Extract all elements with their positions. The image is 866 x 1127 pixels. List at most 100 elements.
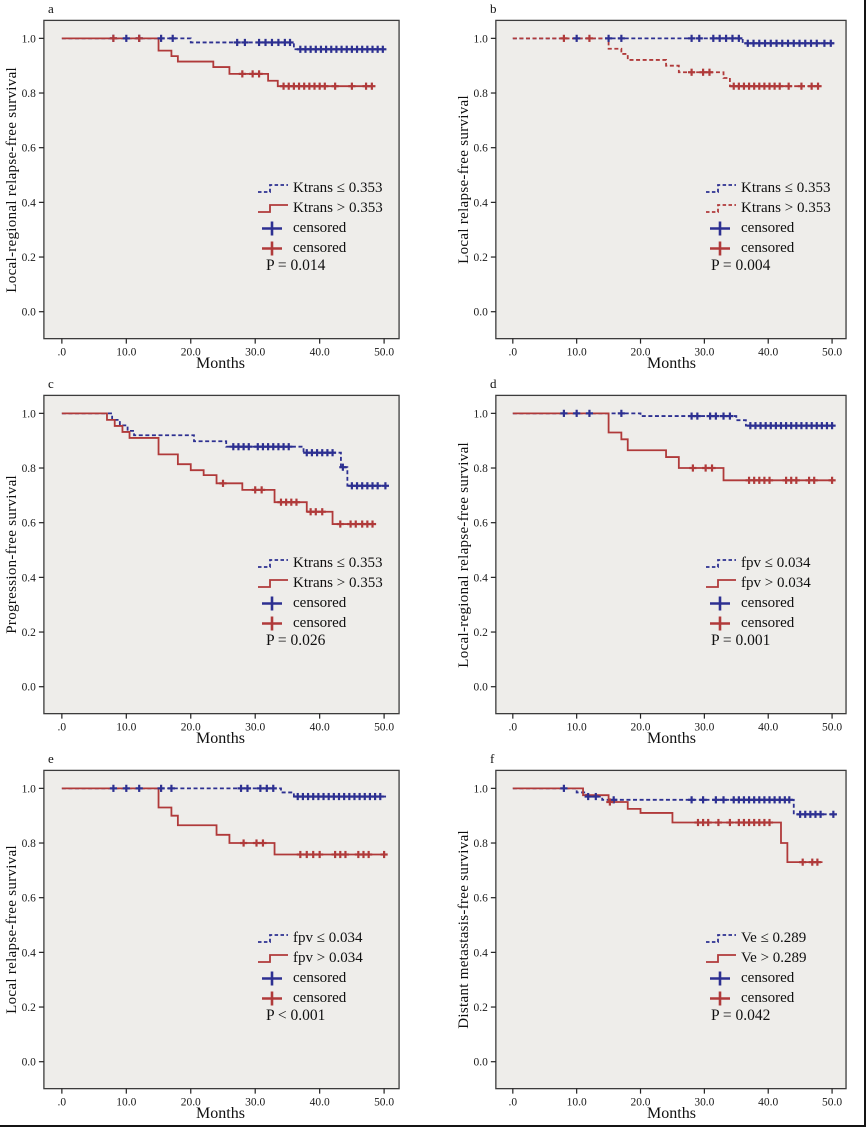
- legend-item-censored-red: censored: [704, 239, 831, 258]
- legend-item-group1: fpv ≤ 0.034: [704, 554, 811, 573]
- survival-curve-red-solid: [61, 787, 387, 856]
- legend-label: Ve > 0.289: [741, 950, 807, 966]
- plot-frame: [495, 19, 847, 340]
- legend-label: Ktrans ≤ 0.353: [293, 180, 383, 196]
- panel-c: 0.0 0.2 0.4 0.6 0.8 1.0 .0 10.0 20.0 30.0 40.0 50.0…: [0, 375, 432, 750]
- survival-curve-red-dashed: [512, 37, 821, 88]
- x-tick-label: 20.0: [630, 1097, 650, 1109]
- y-axis-title: Distant metastasis-free survival: [456, 830, 472, 1029]
- censored-plus-icon: [262, 221, 282, 236]
- legend-label: censored: [741, 240, 795, 256]
- x-tick-label: 20.0: [630, 347, 650, 359]
- legend-item-censored-blue: censored: [256, 594, 383, 613]
- plot-frame: [43, 769, 400, 1090]
- y-tick-label: 0.4: [22, 572, 37, 584]
- legend-item-censored-blue: censored: [256, 219, 383, 238]
- y-axis-title-wrap: Local relapse-free survival: [4, 770, 21, 1089]
- y-axis-title-wrap: Local-regional relapse-free survival: [4, 20, 21, 339]
- p-value-label: P = 0.004: [711, 257, 771, 274]
- censored-plus-icon: [262, 616, 282, 631]
- y-tick-label: 0.0: [474, 682, 489, 694]
- panel-b: 0.0 0.2 0.4 0.6 0.8 1.0 .0 10.0 20.0 30.0 40.0 50.0…: [432, 0, 864, 375]
- x-tick-label: .0: [58, 347, 67, 359]
- legend-label: Ktrans ≤ 0.353: [741, 180, 831, 196]
- x-tick-label: 30.0: [245, 1097, 265, 1109]
- y-tick-label: 0.8: [474, 88, 489, 100]
- legend-item-censored-blue: censored: [704, 219, 831, 238]
- legend-item-censored-blue: censored: [704, 594, 811, 613]
- y-axis-title: Local-regional relapse-free survival: [456, 441, 472, 668]
- legend-item-censored-red: censored: [704, 614, 811, 633]
- y-axis-title: Local-regional relapse-free survival: [4, 66, 20, 293]
- p-value-label: P < 0.001: [266, 1007, 326, 1024]
- legend-label: censored: [741, 970, 795, 986]
- legend: Ve ≤ 0.289 Ve > 0.289 censored censored: [704, 929, 807, 1008]
- legend: Ktrans ≤ 0.353 Ktrans > 0.353 censored c…: [256, 554, 383, 633]
- legend: Ktrans ≤ 0.353 Ktrans > 0.353 censored c…: [256, 179, 383, 258]
- y-axis-title: Local relapse-free survival: [456, 95, 472, 264]
- legend-item-censored-blue: censored: [704, 969, 807, 988]
- step-dashed-line-icon: [706, 204, 736, 213]
- x-tick-label: 10.0: [116, 1097, 136, 1109]
- legend-label: censored: [293, 240, 347, 256]
- x-tick-label: 10.0: [116, 347, 136, 359]
- y-axis-title: Local relapse-free survival: [4, 845, 20, 1014]
- x-tick-label: 30.0: [694, 1097, 714, 1109]
- x-tick-label: 20.0: [181, 1097, 201, 1109]
- y-axis-title-wrap: Local relapse-free survival: [456, 20, 473, 339]
- legend-item-group2: fpv > 0.034: [256, 949, 363, 968]
- x-axis-title: Months: [647, 1105, 696, 1122]
- censored-plus-icon: [262, 971, 282, 986]
- y-tick-label: 1.0: [22, 33, 37, 45]
- legend-label: fpv > 0.034: [741, 575, 811, 591]
- legend-item-group2: Ktrans > 0.353: [256, 199, 383, 218]
- y-tick-label: 0.6: [22, 143, 37, 155]
- step-solid-line-icon: [706, 579, 736, 588]
- y-tick-label: 0.0: [22, 682, 37, 694]
- panel-letter: a: [48, 1, 54, 16]
- y-tick-label: 1.0: [474, 783, 489, 795]
- plot-frame: [495, 394, 847, 715]
- step-solid-line-icon: [258, 954, 288, 963]
- y-axis-title-wrap: Progression-free survival: [4, 395, 21, 714]
- x-tick-label: 50.0: [822, 347, 842, 359]
- censored-plus-icon: [262, 241, 282, 256]
- x-tick-label: 20.0: [181, 722, 201, 734]
- step-dashed-line-icon: [706, 559, 736, 568]
- x-tick-label: 10.0: [567, 722, 587, 734]
- y-tick-label: 0.2: [22, 1002, 37, 1014]
- km-plot-a: 0.0 0.2 0.4 0.6 0.8 1.0 .0 10.0 20.0 30.0 40.0 50.0: [22, 19, 400, 359]
- x-tick-label: .0: [58, 1097, 67, 1109]
- step-dashed-line-icon: [258, 934, 288, 943]
- panel-letter: f: [490, 751, 495, 766]
- y-tick-label: 1.0: [22, 408, 37, 420]
- legend-label: censored: [741, 220, 795, 236]
- legend-label: Ktrans > 0.353: [293, 200, 383, 216]
- survival-curve-red-solid: [61, 37, 374, 88]
- censored-plus-icon: [710, 971, 730, 986]
- plot-frame: [43, 394, 400, 715]
- censored-plus-icon: [262, 596, 282, 611]
- y-tick-label: 0.2: [474, 252, 489, 264]
- p-value-label: P = 0.042: [711, 1007, 771, 1024]
- survival-curve-blue-dashed: [512, 787, 836, 816]
- x-axis-title: Months: [196, 355, 245, 372]
- x-tick-label: 30.0: [694, 347, 714, 359]
- panel-f: 0.0 0.2 0.4 0.6 0.8 1.0 .0 10.0 20.0 30.0 40.0 50.0…: [432, 750, 864, 1125]
- y-tick-label: 1.0: [474, 408, 489, 420]
- panel-e: 0.0 0.2 0.4 0.6 0.8 1.0 .0 10.0 20.0 30.0 40.0 50.0…: [0, 750, 432, 1125]
- x-axis-title: Months: [196, 1105, 245, 1122]
- legend-item-group1: Ve ≤ 0.289: [704, 929, 807, 948]
- legend-label: censored: [741, 615, 795, 631]
- x-tick-label: 30.0: [694, 722, 714, 734]
- x-tick-label: .0: [509, 1097, 518, 1109]
- x-tick-label: 50.0: [374, 722, 394, 734]
- legend-label: censored: [293, 615, 347, 631]
- x-axis-title: Months: [647, 355, 696, 372]
- y-axis-title-wrap: Distant metastasis-free survival: [456, 770, 473, 1089]
- x-tick-label: 50.0: [822, 1097, 842, 1109]
- legend-label: censored: [293, 595, 347, 611]
- x-tick-label: 50.0: [374, 1097, 394, 1109]
- x-tick-label: 40.0: [758, 722, 778, 734]
